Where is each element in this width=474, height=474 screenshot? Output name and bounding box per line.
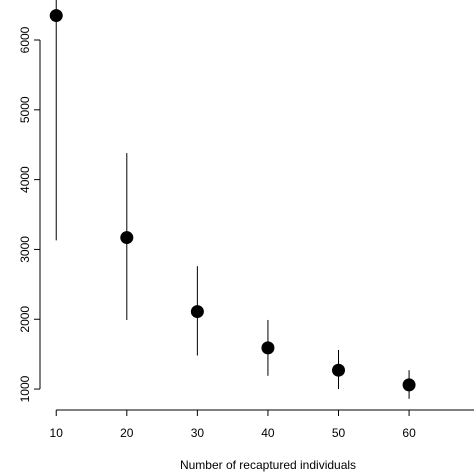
y-tick-label: 5000	[18, 96, 32, 123]
x-tick-label: 20	[120, 426, 134, 440]
x-tick-label: 10	[50, 426, 64, 440]
x-tick-label: 40	[261, 426, 275, 440]
y-tick-label: 4000	[18, 166, 32, 193]
x-axis-label: Number of recaptured individuals	[180, 458, 356, 472]
y-tick-label: 6000	[18, 26, 32, 53]
point	[190, 305, 204, 319]
point	[332, 363, 346, 377]
y-tick-label: 2000	[18, 306, 32, 333]
y-tick-label: 1000	[18, 375, 32, 402]
point	[402, 378, 416, 392]
y-tick-label: 3000	[18, 236, 32, 263]
x-tick-label: 50	[332, 426, 346, 440]
point	[261, 341, 275, 355]
x-tick-label: 60	[402, 426, 416, 440]
point	[49, 9, 63, 23]
x-tick-label: 30	[191, 426, 205, 440]
point	[120, 231, 134, 245]
